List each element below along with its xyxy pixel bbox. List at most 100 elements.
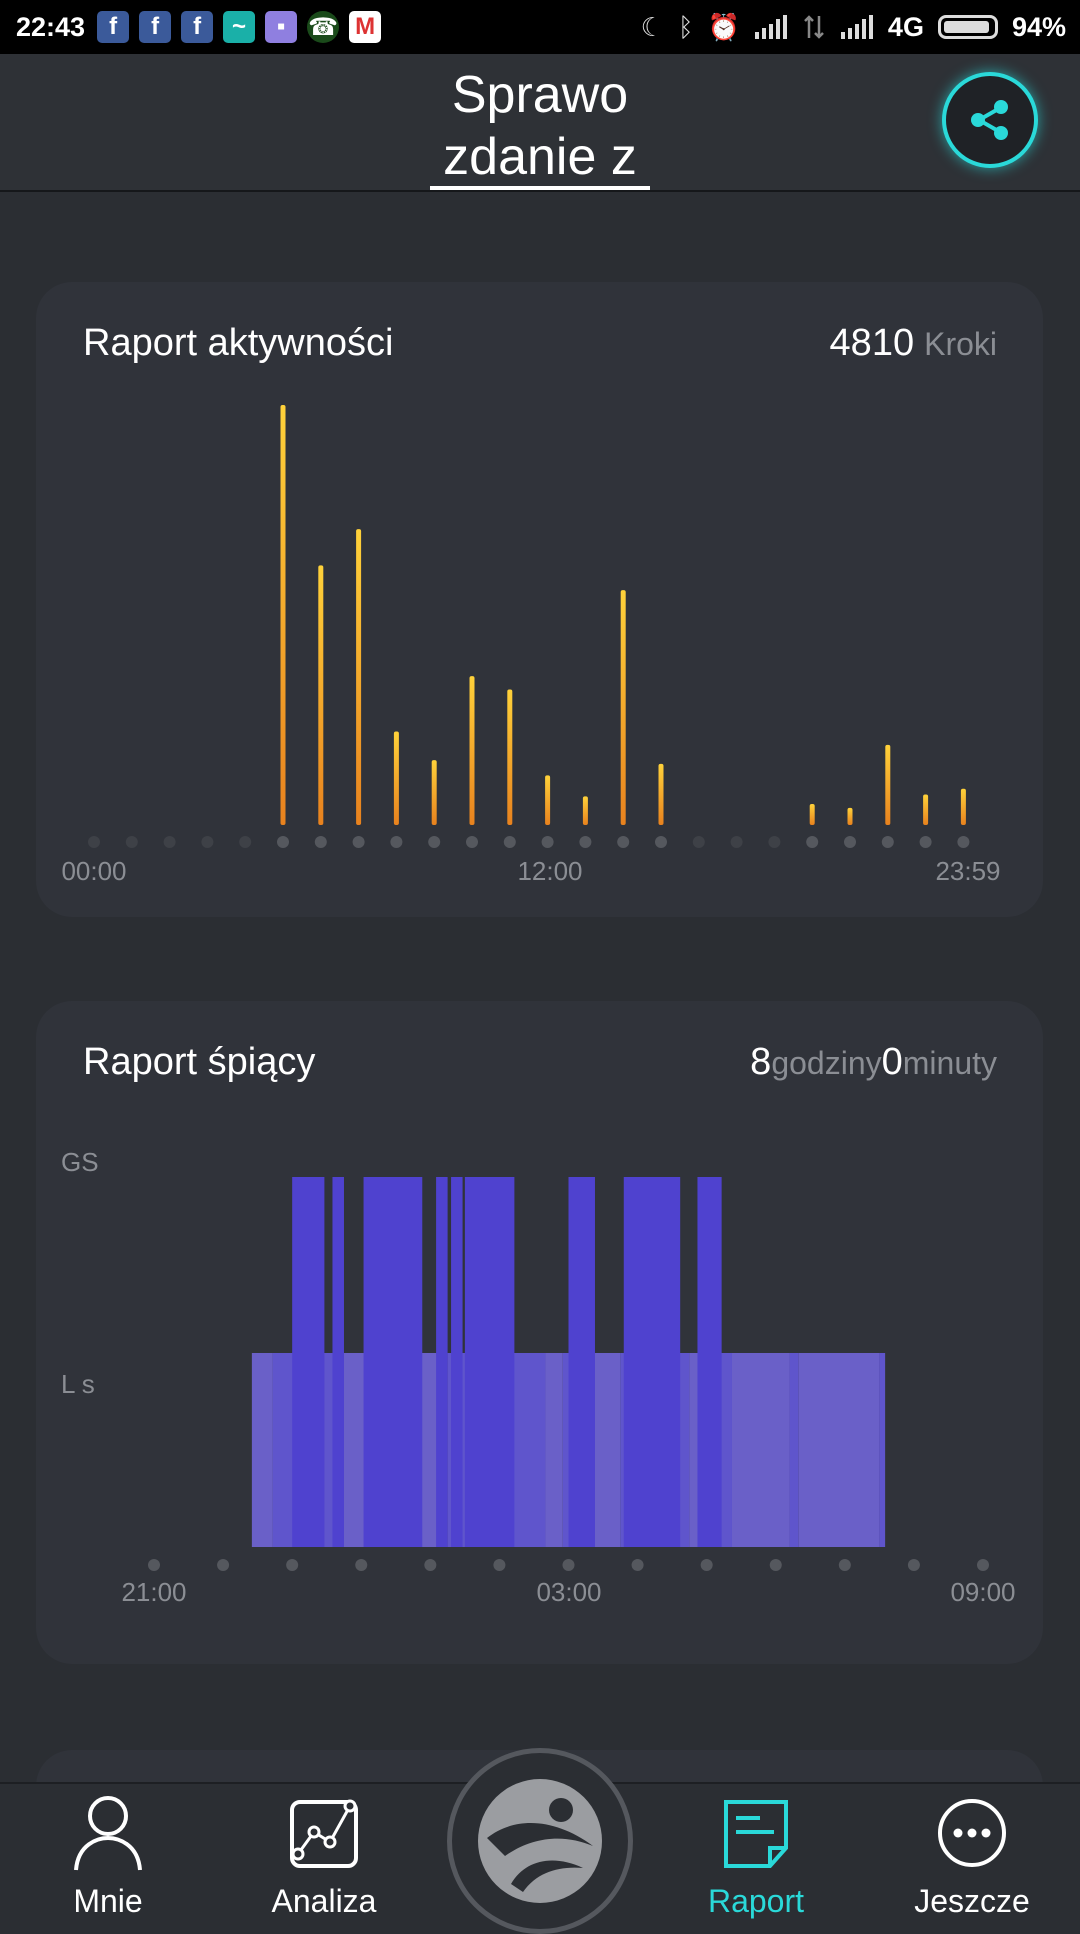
activity-bar	[318, 565, 324, 825]
activity-time-dot	[428, 836, 441, 848]
app-icon: ▪	[265, 11, 298, 43]
activity-time-dot	[579, 836, 592, 848]
sleep-light-segment	[879, 1353, 886, 1547]
sleep-deep-segment	[568, 1177, 595, 1547]
facebook-icon: f	[181, 11, 214, 43]
steps-unit: Kroki	[924, 326, 997, 362]
activity-bar	[393, 731, 399, 825]
activity-time-dot	[844, 836, 856, 848]
sleep-hours-unit: godziny	[771, 1045, 882, 1081]
sleep-time-dot	[838, 1559, 851, 1571]
sleep-light-segment	[789, 1353, 799, 1547]
gmail-icon: M	[349, 11, 382, 43]
sleep-y-label-light: L s	[61, 1369, 95, 1399]
network-type: 4G	[887, 11, 924, 42]
page-title: Sprawo zdanie z	[0, 64, 1080, 188]
sleep-x-label-start: 21:00	[121, 1577, 186, 1607]
phone-icon: ☎	[307, 11, 340, 43]
nav-item-label: Analiza	[271, 1883, 377, 1919]
facebook-icon: f	[97, 11, 130, 43]
activity-time-dot	[617, 836, 630, 848]
activity-time-dot	[201, 836, 214, 848]
sleep-x-label-mid: 03:00	[536, 1577, 601, 1607]
sleep-deep-segment	[697, 1177, 722, 1547]
nav-item-label: Raport	[707, 1883, 805, 1919]
title-underline	[430, 186, 650, 190]
activity-time-dot	[239, 836, 252, 848]
data-icon	[804, 15, 824, 39]
activity-bar	[469, 676, 475, 825]
sleep-time-dot	[286, 1559, 299, 1571]
activity-time-dot	[352, 836, 365, 848]
signal-icon	[754, 15, 787, 39]
sleep-title: Raport śpiący	[83, 1041, 316, 1083]
activity-time-dot	[806, 836, 819, 848]
activity-time-dot	[503, 836, 516, 848]
sleep-light-segment	[545, 1353, 563, 1547]
activity-bar	[658, 763, 664, 825]
battery-percent: 94%	[1011, 11, 1066, 42]
notification-icons: f f f ~ ▪ ☎ M	[97, 11, 382, 43]
battery-icon	[937, 15, 998, 39]
sleep-hours: 8	[750, 1041, 772, 1083]
sleep-time-dot	[977, 1559, 989, 1571]
app-header: Sprawo zdanie z	[0, 54, 1080, 192]
nav-item-mnie[interactable]: Mnie	[18, 1794, 198, 1920]
activity-bar	[960, 788, 966, 825]
activity-x-label-mid: 12:00	[517, 856, 582, 886]
nav-item-raport[interactable]: Raport	[666, 1794, 846, 1920]
system-icons: ☾ ᛒ ⏰ 4G 94%	[641, 12, 1066, 43]
activity-time-dot	[655, 836, 667, 848]
sleep-time-dot	[769, 1559, 782, 1571]
sleep-time-dot	[355, 1559, 368, 1571]
activity-time-dot	[957, 836, 970, 848]
activity-time-dot	[125, 836, 138, 848]
activity-bar	[809, 804, 815, 825]
activity-time-dot	[692, 836, 705, 848]
center-home-button[interactable]	[447, 1748, 633, 1934]
activity-report-card[interactable]: Raport aktywności 4810 Kroki 00:00 12:00…	[36, 282, 1043, 917]
sleep-chart: GS L s 21:00 03:00 09:00	[61, 1147, 1016, 1607]
activity-steps: 4810 Kroki	[830, 322, 997, 365]
sleep-report-card[interactable]: Raport śpiący 8 godziny 0 minuty GS L s …	[36, 1001, 1043, 1664]
more-icon	[938, 1799, 1006, 1867]
share-button[interactable]	[942, 72, 1038, 168]
sleep-duration: 8 godziny 0 minuty	[750, 1041, 997, 1084]
activity-bar	[923, 794, 929, 825]
activity-time-dot	[314, 836, 327, 848]
chart-line-icon	[290, 1799, 358, 1868]
sleep-time-dot	[631, 1559, 644, 1571]
sleep-light-segment	[798, 1353, 880, 1547]
sleep-deep-segment	[464, 1177, 515, 1547]
sleep-time-dot	[493, 1559, 506, 1571]
activity-time-dot	[277, 836, 289, 848]
nav-item-label: Jeszcze	[914, 1883, 1030, 1919]
activity-x-label-end: 23:59	[935, 856, 1000, 886]
status-bar: 22:43 f f f ~ ▪ ☎ M ☾ ᛒ ⏰ 4G 94%	[0, 0, 1080, 54]
report-icon	[724, 1800, 788, 1868]
sleep-time-dot	[217, 1559, 230, 1571]
activity-time-dot	[919, 836, 932, 848]
activity-time-dot	[466, 836, 478, 848]
sleep-x-label-end: 09:00	[950, 1577, 1015, 1607]
steps-value: 4810	[829, 322, 915, 364]
activity-time-dot	[88, 836, 100, 848]
share-icon	[971, 100, 1008, 140]
nav-item-analiza[interactable]: Analiza	[234, 1794, 414, 1920]
person-icon	[74, 1796, 142, 1871]
status-time: 22:43	[16, 11, 86, 42]
sleep-deep-segment	[363, 1177, 423, 1547]
sleep-deep-segment	[451, 1177, 463, 1547]
sleep-time-dot	[907, 1559, 920, 1571]
app-icon: ~	[223, 11, 256, 43]
sleep-time-dot	[148, 1559, 160, 1571]
activity-bar	[582, 796, 588, 825]
sleep-deep-segment	[292, 1177, 325, 1547]
activity-bar	[545, 775, 551, 825]
sleep-deep-segment	[332, 1177, 344, 1547]
sleep-time-dot	[562, 1559, 575, 1571]
moon-icon: ☾	[640, 11, 664, 42]
nav-item-jeszcze[interactable]: Jeszcze	[882, 1794, 1062, 1920]
activity-bar	[280, 405, 286, 825]
facebook-icon: f	[139, 11, 172, 43]
